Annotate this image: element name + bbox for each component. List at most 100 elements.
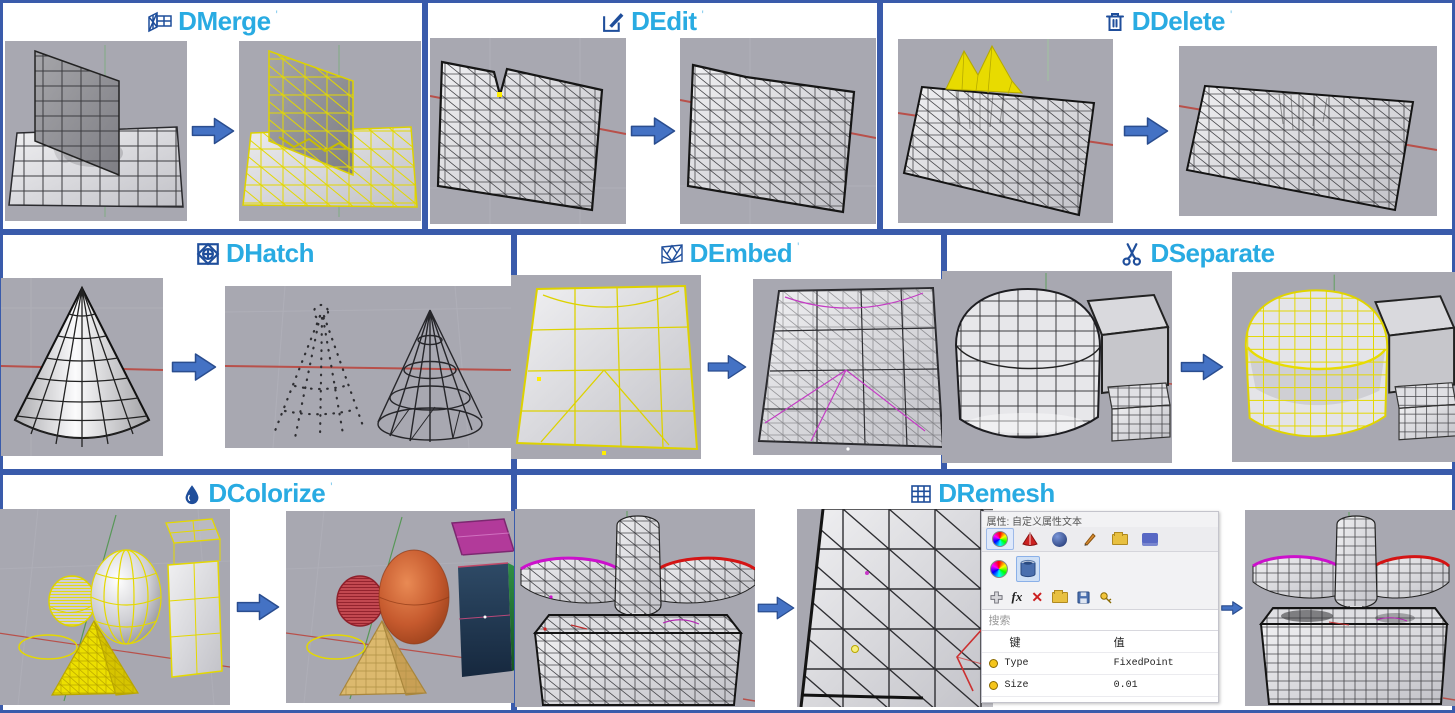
panel-dedit-title: DEdit ': [428, 3, 877, 37]
dhatch-before-viewport: [1, 277, 163, 456]
panel-dremesh: DRemesh: [514, 472, 1455, 713]
transform-arrow-icon: [1180, 353, 1223, 380]
properties-subtoolbar: [982, 552, 1218, 585]
transform-arrow-icon: [191, 117, 234, 144]
dcolorize-before-viewport: [0, 509, 230, 705]
panel-title-text: DEdit: [631, 6, 697, 36]
tab-folder[interactable]: [1106, 528, 1134, 550]
key-bullet-icon: [988, 681, 998, 690]
panel-title-text: DColorize: [208, 478, 326, 508]
panel-title-text: DMerge: [178, 6, 271, 36]
colored-box: [457, 562, 516, 677]
properties-toolbar: fx ✕: [981, 585, 1218, 610]
dseparate-after-viewport: [1231, 271, 1455, 462]
tri-mesh-bird: [519, 515, 755, 644]
panel-dcolorize-title: DColorize ': [3, 475, 511, 509]
properties-panel-title: 属性: 自定义属性文本: [986, 517, 1083, 527]
delete-icon[interactable]: ✕: [1031, 588, 1044, 605]
point-cloud: [271, 303, 365, 440]
colored-ellipsoid: [378, 549, 450, 645]
title-tick: ': [701, 8, 704, 22]
tab-color[interactable]: [985, 528, 1014, 550]
transform-arrow-icon: [171, 352, 217, 381]
transform-arrow-icon: [757, 596, 794, 620]
transform-arrow-icon: [1123, 116, 1169, 145]
tab-material[interactable]: [1016, 528, 1044, 550]
title-tick: ': [330, 480, 333, 494]
key-icon[interactable]: [1099, 591, 1113, 604]
title-tick: ': [797, 240, 800, 254]
dremesh-closeup-viewport: [796, 509, 993, 707]
tri-mesh-box: [532, 595, 743, 706]
save-icon[interactable]: [1077, 590, 1090, 604]
trash-icon: [1105, 13, 1124, 31]
tab-notes[interactable]: [1136, 528, 1164, 550]
ddelete-before-viewport: [898, 38, 1113, 223]
title-tick: ': [1230, 8, 1233, 22]
ddelete-after-viewport: [1179, 45, 1437, 216]
row-key: Size: [1004, 680, 1029, 691]
dedit-after-viewport: [679, 37, 876, 224]
scissors-icon: [1122, 242, 1142, 266]
panel-title-text: DEmbed: [689, 238, 793, 268]
title-tick: ': [275, 8, 278, 22]
row-key: Type: [1004, 658, 1029, 669]
open-folder-icon[interactable]: [1052, 589, 1069, 603]
selected-faces-highlight: [945, 44, 1024, 94]
edit-pencil-icon: [603, 13, 624, 32]
tab-texture[interactable]: [1046, 528, 1074, 550]
dremesh-after-viewport: [1244, 510, 1455, 706]
attribute-table: 键 值 Type FixedPoint Size 0.01: [981, 631, 1218, 702]
note-tab-icon: [1141, 532, 1158, 546]
panel-dhatch-title: DHatch: [3, 235, 511, 269]
wire-ellipsoid: [90, 549, 162, 645]
paint-bucket-selected[interactable]: [1015, 555, 1040, 582]
panel-title-text: DDelete: [1131, 6, 1226, 36]
dedit-before-viewport: [429, 37, 626, 224]
embedded-curves: [764, 291, 926, 441]
table-row[interactable]: Type FixedPoint: [981, 653, 1218, 675]
key-bullet-icon: [988, 659, 998, 668]
properties-panel: 属性: 自定义属性文本 fx: [980, 511, 1219, 703]
panel-ddelete-title: DDelete ': [883, 3, 1452, 37]
separated-mesh-highlight: [1244, 288, 1388, 437]
colored-pyramid: [338, 619, 428, 696]
panel-dembed: DEmbed ': [511, 232, 947, 472]
panel-dmerge: DMerge ': [0, 0, 425, 232]
merge-meshes-icon: [148, 11, 172, 32]
panel-dmerge-title: DMerge ': [3, 3, 422, 37]
panel-dremesh-title: DRemesh: [517, 475, 1452, 509]
sphere-icon: [1052, 531, 1067, 547]
panel-dseparate-title: DSeparate: [947, 235, 1452, 269]
function-icon[interactable]: fx: [1011, 589, 1023, 604]
panel-title-text: DRemesh: [938, 478, 1055, 508]
table-row[interactable]: Size 0.01: [981, 675, 1218, 697]
panel-dembed-title: DEmbed ': [517, 235, 941, 269]
search-input[interactable]: 搜索: [981, 610, 1218, 631]
dmerge-after-viewport: [238, 40, 421, 221]
dhatch-after-viewport: [225, 285, 513, 448]
wire-boxes: [165, 518, 223, 678]
dseparate-before-viewport: [941, 270, 1172, 463]
row-value: 0.01: [1113, 680, 1138, 691]
panel-title-text: DSeparate: [1150, 238, 1275, 268]
panel-dcolorize: DColorize ': [0, 472, 516, 713]
properties-tab-strip: [981, 527, 1218, 552]
selected-vertex: [496, 91, 502, 97]
grid-icon: [911, 484, 932, 503]
yellow-circle-curve: [18, 634, 78, 660]
transform-arrow-icon: [707, 354, 747, 379]
dcolorize-after-viewport: [286, 511, 516, 703]
hatch-square-icon: [196, 242, 220, 265]
quad-mesh-box: [1258, 607, 1449, 705]
color-wheel-icon[interactable]: [989, 559, 1008, 578]
dembed-before-viewport: [511, 274, 701, 459]
panel-title-text: DHatch: [225, 238, 315, 268]
dembed-after-viewport: [753, 278, 947, 455]
panel-dseparate: DSeparate: [941, 232, 1455, 472]
transform-arrow-icon: [630, 116, 675, 145]
selected-vertex: [850, 645, 859, 653]
tab-pen[interactable]: [1076, 528, 1104, 550]
panel-ddelete: DDelete ': [880, 0, 1455, 232]
add-icon[interactable]: [989, 590, 1003, 604]
